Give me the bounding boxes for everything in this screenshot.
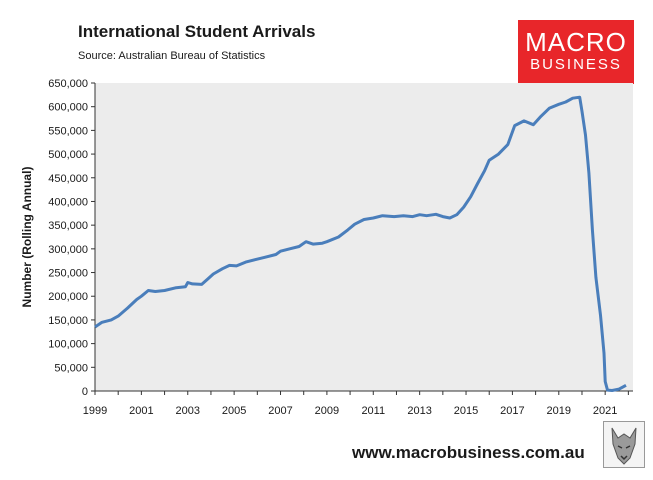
logo-line-2: BUSINESS bbox=[530, 56, 622, 73]
macro-business-logo: MACRO BUSINESS bbox=[518, 20, 634, 84]
x-tick-label: 2011 bbox=[361, 405, 385, 417]
y-tick-label: 550,000 bbox=[48, 125, 88, 137]
plot-area bbox=[95, 83, 633, 391]
x-tick-label: 2009 bbox=[315, 405, 339, 417]
x-tick-label: 2007 bbox=[268, 405, 292, 417]
y-tick-label: 400,000 bbox=[48, 196, 88, 208]
x-tick-label: 2017 bbox=[500, 405, 524, 417]
y-tick-label: 450,000 bbox=[48, 173, 88, 185]
x-tick-label: 2015 bbox=[454, 405, 478, 417]
wolf-emblem bbox=[603, 421, 645, 468]
y-tick-label: 100,000 bbox=[48, 339, 88, 351]
y-tick-label: 50,000 bbox=[54, 362, 88, 374]
y-tick-label: 500,000 bbox=[48, 149, 88, 161]
y-tick-label: 200,000 bbox=[48, 291, 88, 303]
x-tick-label: 2013 bbox=[407, 405, 431, 417]
series-line bbox=[94, 95, 627, 392]
logo-line-1: MACRO bbox=[525, 27, 627, 57]
x-tick-label: 2021 bbox=[593, 405, 617, 417]
y-tick-label: 300,000 bbox=[48, 244, 88, 256]
y-tick-label: 600,000 bbox=[48, 102, 88, 114]
y-tick-label: 0 bbox=[82, 386, 88, 398]
y-tick-label: 150,000 bbox=[48, 315, 88, 327]
y-axis-label: Number (Rolling Annual) bbox=[20, 167, 34, 308]
x-tick-label: 1999 bbox=[83, 405, 107, 417]
x-tick-label: 2001 bbox=[129, 405, 153, 417]
x-tick-label: 2019 bbox=[547, 405, 571, 417]
series-group bbox=[94, 95, 627, 392]
chart-subtitle: Source: Australian Bureau of Statistics bbox=[78, 50, 266, 62]
x-tick-label: 2003 bbox=[176, 405, 200, 417]
y-tick-label: 250,000 bbox=[48, 268, 88, 280]
chart-title: International Student Arrivals bbox=[78, 22, 316, 41]
y-tick-label: 650,000 bbox=[48, 78, 88, 90]
x-axis: 1999 2001 2003 2005 2007 2009 2011 2013 2015 2017… bbox=[83, 390, 633, 417]
website-url: www.macrobusiness.com.au bbox=[352, 443, 585, 462]
y-tick-label: 350,000 bbox=[48, 220, 88, 232]
x-tick-label: 2005 bbox=[222, 405, 246, 417]
y-axis: 0 50,000 100,000 150,000 200,000 250,000 300,0… bbox=[48, 78, 96, 398]
